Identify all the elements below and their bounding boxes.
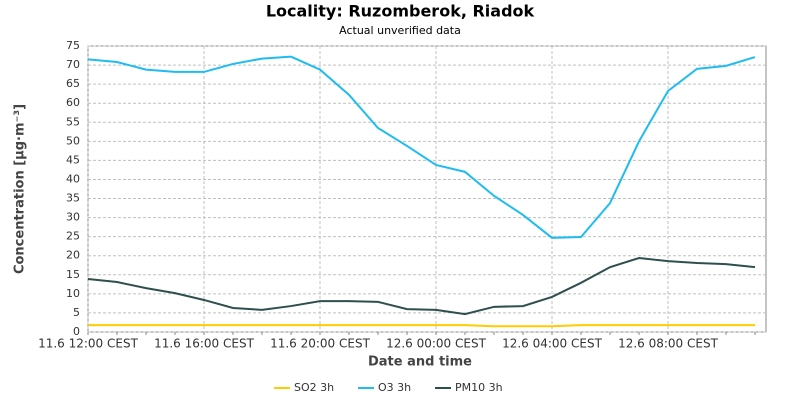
y-tick-label: 30 — [66, 211, 80, 224]
y-tick-label: 60 — [66, 96, 80, 109]
x-tick-label: 11.6 16:00 CEST — [154, 337, 255, 351]
y-tick-label: 45 — [66, 153, 80, 166]
legend-label: PM10 3h — [455, 381, 503, 394]
x-tick-label: 12.6 00:00 CEST — [386, 337, 487, 351]
plot-area — [87, 45, 767, 333]
data-line — [87, 55, 756, 239]
y-tick-label: 15 — [66, 268, 80, 281]
y-tick-label: 75 — [66, 39, 80, 52]
y-tick-label: 5 — [73, 306, 80, 319]
chart-title: Locality: Ruzomberok, Riadok — [266, 2, 535, 21]
legend-label: SO2 3h — [294, 381, 334, 394]
y-axis-label: Concentration [µg·m⁻³] — [13, 104, 28, 274]
x-tick-label: 11.6 20:00 CEST — [270, 337, 371, 351]
data-line — [88, 324, 755, 328]
y-tick-label: 55 — [66, 115, 80, 128]
x-axis-label: Date and time — [368, 355, 472, 370]
y-tick-label: 20 — [66, 249, 80, 262]
x-tick-label: 12.6 04:00 CEST — [502, 337, 603, 351]
y-tick-label: 70 — [66, 58, 80, 71]
x-tick-label: 11.6 12:00 CEST — [38, 337, 139, 351]
y-tick-label: 25 — [66, 230, 80, 243]
legend-label: O3 3h — [378, 381, 411, 394]
x-tick-label: 12.6 08:00 CEST — [618, 337, 719, 351]
y-tick-label: 0 — [73, 325, 80, 338]
chart-subtitle: Actual unverified data — [339, 24, 461, 37]
y-tick-label: 50 — [66, 134, 80, 147]
y-tick-label: 65 — [66, 77, 80, 90]
y-tick-label: 10 — [66, 287, 80, 300]
y-tick-label: 35 — [66, 192, 80, 205]
y-tick-label: 40 — [66, 172, 80, 185]
data-line — [87, 257, 756, 316]
